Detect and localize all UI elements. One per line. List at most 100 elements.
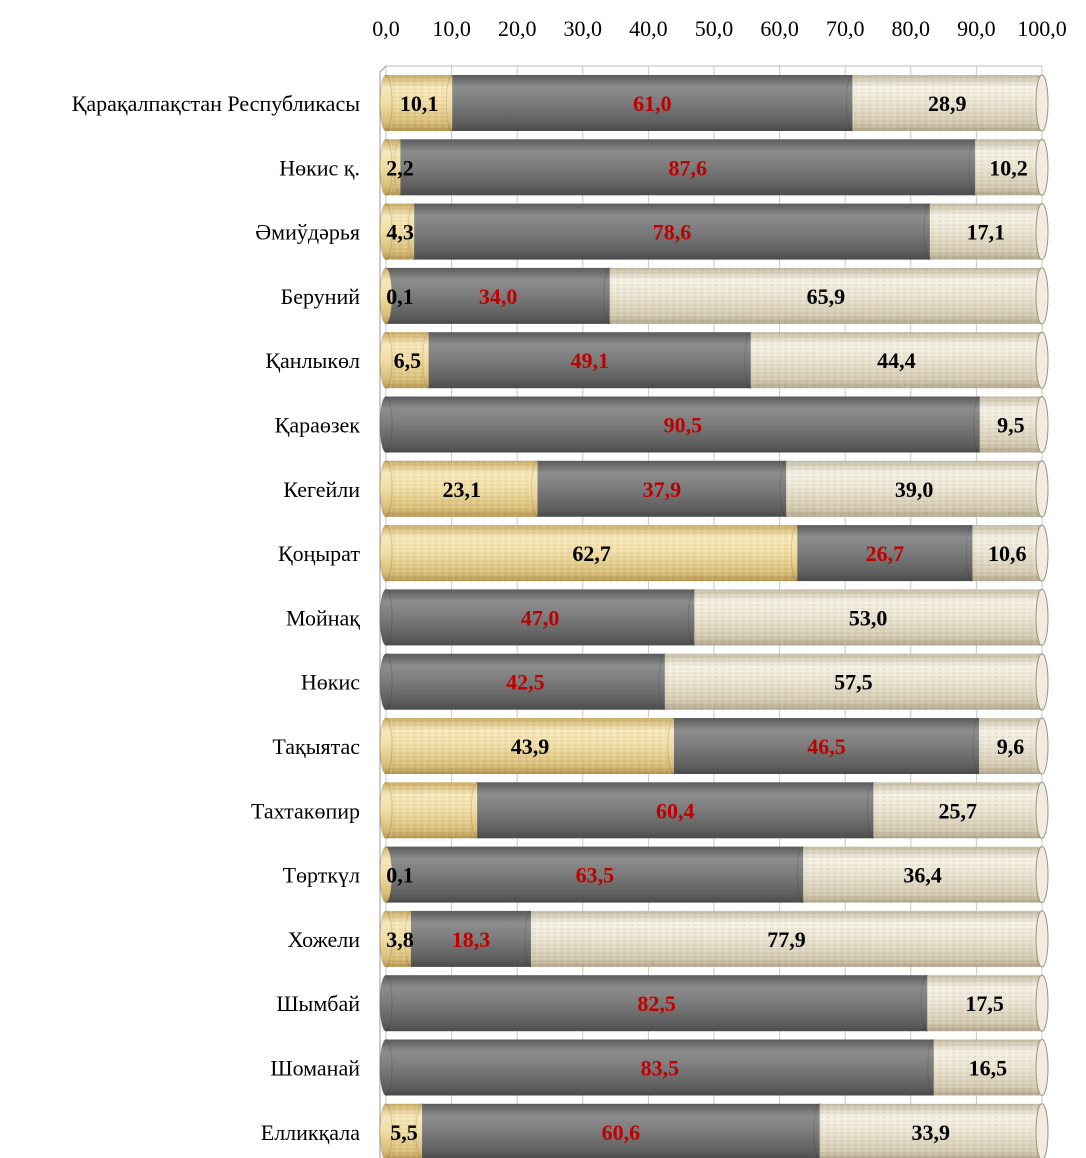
category-label: Нөкис — [301, 670, 360, 695]
bar-body — [428, 332, 751, 389]
bar-segment — [386, 588, 701, 646]
bar-end-cap — [1035, 74, 1049, 132]
bar-segment — [797, 524, 979, 582]
data-label: 3,8 — [386, 927, 414, 952]
x-tick-label: 80,0 — [892, 16, 931, 41]
bar-body — [386, 846, 804, 903]
x-tick-label: 100,0 — [1017, 16, 1067, 41]
bar-segment — [386, 717, 681, 775]
data-label: 47,0 — [521, 605, 560, 630]
bar-segment — [386, 396, 987, 453]
bar-start-cap — [379, 74, 393, 132]
data-label: 82,5 — [637, 991, 676, 1016]
category-label: Мойнақ — [286, 605, 360, 630]
data-label: 17,5 — [965, 991, 1004, 1016]
bar-segment — [386, 74, 459, 132]
bar-start-cap — [379, 524, 393, 582]
bar-texture — [972, 525, 1042, 582]
bar-start-cap — [379, 267, 393, 325]
data-label: 4,3 — [386, 220, 414, 245]
bar-body — [400, 139, 976, 196]
bar-texture — [819, 1103, 1042, 1158]
bar-texture — [933, 1039, 1042, 1096]
bar-texture — [609, 267, 1042, 324]
x-tick-label: 60,0 — [760, 16, 799, 41]
x-tick-label: 20,0 — [498, 16, 537, 41]
bar-texture — [386, 460, 538, 517]
bar-body — [386, 589, 695, 646]
data-label: 10,2 — [989, 155, 1028, 180]
bar-end-cap — [1035, 203, 1049, 261]
bar-segment — [386, 1103, 429, 1158]
data-label: 17,1 — [967, 220, 1006, 245]
bar-body — [410, 910, 531, 967]
bar-end-cap — [1035, 1039, 1049, 1096]
x-tick-label: 10,0 — [432, 16, 471, 41]
bar-texture — [386, 782, 478, 839]
data-label: 62,7 — [572, 541, 611, 566]
bar-segment — [386, 974, 934, 1032]
bar-segment — [819, 1103, 1049, 1158]
bar-start-cap — [379, 396, 393, 453]
bar-start-cap — [379, 331, 393, 389]
bar-segment — [673, 717, 986, 775]
bar-segment — [386, 1039, 941, 1096]
bar-texture — [530, 910, 1042, 967]
x-tick-label: 70,0 — [826, 16, 865, 41]
category-label: Шоманай — [270, 1056, 360, 1081]
data-label: 0,1 — [386, 284, 414, 309]
bar-texture — [979, 396, 1042, 453]
bar-texture — [786, 460, 1042, 517]
bar-segment — [609, 267, 1049, 325]
bar-texture — [927, 975, 1042, 1032]
data-label: 37,9 — [643, 477, 682, 502]
bar-end-cap — [1035, 267, 1049, 325]
bar-end-cap — [1035, 588, 1049, 646]
y-axis-line — [379, 65, 387, 1158]
category-label: Беруний — [281, 284, 361, 309]
data-label: 39,0 — [895, 477, 934, 502]
bar-segment — [852, 74, 1049, 132]
x-tick-label: 50,0 — [695, 16, 734, 41]
bar-start-cap — [379, 717, 393, 775]
data-label: 9,6 — [997, 734, 1025, 759]
category-label: Нөкис қ. — [279, 155, 360, 180]
data-label: 42,5 — [506, 670, 545, 695]
bar-end-cap — [1035, 781, 1049, 839]
bar-end-cap — [1035, 717, 1049, 775]
x-tick-label: 90,0 — [957, 16, 996, 41]
data-label: 18,3 — [452, 927, 491, 952]
category-label: Хожели — [288, 927, 361, 952]
x-tick-label: 30,0 — [564, 16, 603, 41]
bar-texture — [694, 589, 1042, 646]
data-label: 33,9 — [912, 1120, 951, 1145]
x-tick-label: 40,0 — [629, 16, 668, 41]
data-label: 46,5 — [807, 734, 846, 759]
bar-body — [452, 75, 853, 131]
bar-texture — [386, 525, 798, 582]
bar-start-cap — [379, 203, 393, 261]
data-label: 57,5 — [834, 670, 873, 695]
data-label: 34,0 — [479, 284, 518, 309]
bar-segment — [530, 910, 1049, 968]
bar-segment — [386, 781, 484, 839]
bar-texture — [873, 782, 1042, 839]
data-label: 65,9 — [807, 284, 846, 309]
bar-texture — [750, 332, 1042, 389]
data-label: 9,5 — [997, 413, 1025, 438]
bar-end-cap — [1035, 524, 1049, 582]
data-label: 44,4 — [877, 348, 916, 373]
bar-body — [386, 1039, 934, 1096]
data-label: 26,7 — [866, 541, 905, 566]
bar-start-cap — [379, 1103, 393, 1158]
bar-body — [422, 1103, 820, 1158]
bar-end-cap — [1035, 653, 1049, 711]
data-label: 10,6 — [988, 541, 1027, 566]
bar-end-cap — [1035, 460, 1049, 518]
category-label: Әмиўдәрья — [255, 220, 360, 245]
bar-segment — [933, 1039, 1049, 1096]
bar-segment — [386, 524, 804, 582]
bar-texture — [803, 846, 1042, 903]
data-label: 6,5 — [394, 348, 422, 373]
